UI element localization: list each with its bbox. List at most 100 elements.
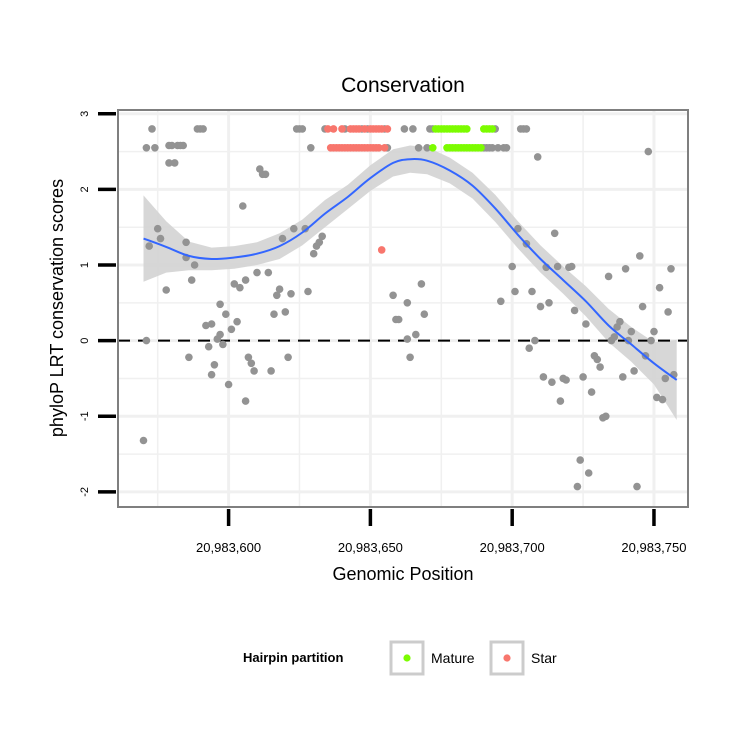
y-axis-title: phyloP LRT conservation scores bbox=[47, 179, 67, 437]
point-other bbox=[216, 300, 224, 309]
point-other bbox=[661, 374, 670, 383]
point-other bbox=[573, 482, 582, 491]
point-other bbox=[142, 336, 151, 345]
point-other bbox=[394, 315, 403, 324]
point-star bbox=[338, 125, 346, 133]
point-other bbox=[270, 310, 278, 319]
point-other bbox=[284, 353, 292, 362]
point-other bbox=[142, 144, 151, 152]
legend-item-mature: Mature bbox=[389, 640, 475, 676]
point-mature bbox=[477, 144, 485, 152]
point-other bbox=[664, 308, 672, 316]
point-other bbox=[253, 268, 261, 277]
point-other bbox=[562, 376, 570, 384]
point-other bbox=[587, 388, 596, 396]
loess-smooth-line bbox=[143, 157, 678, 381]
point-other bbox=[502, 144, 511, 152]
point-star bbox=[377, 246, 386, 254]
point-other bbox=[616, 317, 624, 326]
point-other bbox=[567, 262, 576, 271]
point-other bbox=[579, 373, 587, 381]
point-other bbox=[403, 335, 412, 343]
x-axis: 20,983,600 20,983,650 20,983,700 20,983,750 bbox=[196, 509, 687, 555]
panel-border bbox=[117, 109, 689, 508]
point-other bbox=[261, 170, 270, 179]
point-other bbox=[227, 325, 236, 334]
point-other bbox=[633, 482, 641, 491]
x-tick-label: 20,983,650 bbox=[338, 540, 403, 555]
point-other bbox=[153, 224, 162, 233]
point-other bbox=[584, 469, 593, 477]
point-other bbox=[267, 367, 275, 375]
point-other bbox=[275, 285, 284, 294]
point-other bbox=[162, 286, 170, 294]
point-star bbox=[324, 125, 332, 133]
point-other bbox=[528, 287, 536, 296]
point-other bbox=[219, 340, 227, 349]
point-star bbox=[360, 125, 369, 133]
point-other bbox=[170, 159, 179, 167]
point-other bbox=[244, 353, 253, 362]
y-axis: -2 -1 0 1 2 3 bbox=[79, 111, 116, 497]
y-tick-label: 3 bbox=[79, 111, 91, 117]
point-other bbox=[508, 262, 516, 271]
y-tick-label: -1 bbox=[79, 411, 91, 421]
legend-dot-mature bbox=[403, 654, 411, 662]
point-other bbox=[409, 125, 417, 133]
y-tick-label: 1 bbox=[79, 262, 91, 268]
point-other bbox=[139, 436, 148, 445]
point-other bbox=[539, 373, 548, 381]
point-mature bbox=[488, 125, 497, 133]
point-other bbox=[165, 159, 173, 167]
point-other bbox=[403, 299, 412, 307]
point-other bbox=[207, 370, 216, 379]
point-other bbox=[315, 238, 324, 247]
point-other bbox=[185, 353, 193, 362]
point-other bbox=[653, 393, 661, 402]
point-other bbox=[298, 125, 307, 133]
point-other bbox=[420, 310, 429, 319]
point-other bbox=[576, 456, 584, 464]
point-mature bbox=[463, 125, 471, 133]
point-other bbox=[247, 359, 256, 368]
chart-title: Conservation bbox=[341, 74, 465, 97]
point-other bbox=[602, 412, 610, 421]
point-other bbox=[304, 287, 312, 296]
point-other bbox=[655, 283, 664, 292]
point-other bbox=[644, 147, 653, 156]
point-other bbox=[570, 306, 579, 315]
point-other bbox=[187, 276, 196, 284]
point-other bbox=[514, 224, 522, 233]
point-other bbox=[536, 302, 545, 311]
legend-label-star: Star bbox=[531, 650, 557, 666]
point-other bbox=[497, 297, 505, 306]
point-star bbox=[355, 125, 363, 133]
point-other bbox=[281, 308, 290, 316]
legend-item-star: Star bbox=[489, 640, 557, 676]
point-other bbox=[423, 144, 431, 152]
point-other bbox=[550, 229, 559, 238]
point-other bbox=[309, 249, 318, 258]
point-other bbox=[525, 344, 533, 353]
point-other bbox=[307, 144, 315, 152]
point-other bbox=[531, 336, 539, 345]
point-other bbox=[658, 395, 667, 404]
point-other bbox=[553, 262, 562, 271]
point-other bbox=[216, 330, 224, 339]
point-other bbox=[650, 327, 658, 336]
point-other bbox=[400, 125, 409, 133]
point-other bbox=[207, 320, 216, 328]
point-other bbox=[236, 283, 244, 292]
point-star bbox=[383, 125, 392, 133]
point-other bbox=[210, 361, 219, 369]
point-other bbox=[638, 302, 647, 311]
point-other bbox=[148, 125, 156, 133]
point-other bbox=[511, 287, 519, 296]
data-points bbox=[139, 125, 678, 491]
point-other bbox=[250, 367, 258, 375]
y-tick-label: 2 bbox=[79, 186, 91, 192]
point-other bbox=[582, 320, 590, 328]
point-other bbox=[230, 280, 239, 288]
point-other bbox=[241, 276, 250, 284]
